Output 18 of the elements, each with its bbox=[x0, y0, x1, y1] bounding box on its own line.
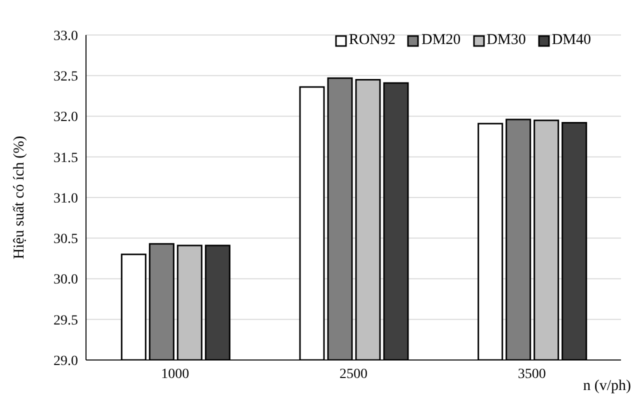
x-axis-title: n (v/ph) bbox=[583, 378, 631, 394]
legend-label: DM40 bbox=[552, 32, 591, 49]
y-tick-label: 30.0 bbox=[54, 272, 78, 288]
y-tick-label: 32.5 bbox=[54, 70, 78, 85]
y-tick-label: 31.0 bbox=[54, 191, 78, 206]
y-tick-label: 33.0 bbox=[54, 28, 78, 44]
x-tick-label: 1000 bbox=[161, 366, 190, 382]
legend-label: DM20 bbox=[421, 32, 461, 49]
legend-label: DM30 bbox=[486, 32, 526, 49]
x-tick-label: 3500 bbox=[518, 366, 546, 382]
y-axis-title: Hiệu suất có ích (%) bbox=[11, 136, 28, 260]
y-tick-label: 31.5 bbox=[54, 150, 78, 166]
legend-label: RON92 bbox=[348, 32, 396, 49]
y-tick-label: 32.0 bbox=[54, 110, 78, 126]
x-tick-label: 2500 bbox=[340, 366, 368, 382]
y-tick-label: 29.0 bbox=[54, 354, 78, 369]
y-tick-label: 30.5 bbox=[54, 232, 78, 248]
y-tick-label: 29.5 bbox=[54, 313, 78, 328]
